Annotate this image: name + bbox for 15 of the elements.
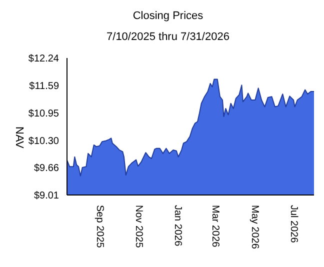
- y-axis-title: NAV: [13, 126, 26, 149]
- y-tick-label: $10.95: [28, 108, 60, 120]
- x-tick-label: Jan 2026: [172, 205, 183, 247]
- y-tick-label: $10.30: [28, 136, 60, 147]
- y-tick-label: $12.24: [28, 54, 60, 65]
- chart-subtitle: 7/10/2025 thru 7/31/2026: [106, 31, 230, 43]
- y-tick-label: $9.66: [34, 162, 60, 174]
- x-tick-label: Nov 2025: [132, 205, 144, 248]
- y-tick-label: $9.01: [34, 190, 60, 202]
- x-tick-label: Jul 2026: [288, 205, 299, 244]
- y-tick-label: $11.59: [29, 81, 60, 92]
- x-tick-label: May 2026: [248, 205, 260, 250]
- x-tick-label: Sep 2025: [94, 205, 105, 248]
- x-tick-label: Mar 2026: [210, 205, 221, 248]
- chart-title: Closing Prices: [132, 10, 204, 22]
